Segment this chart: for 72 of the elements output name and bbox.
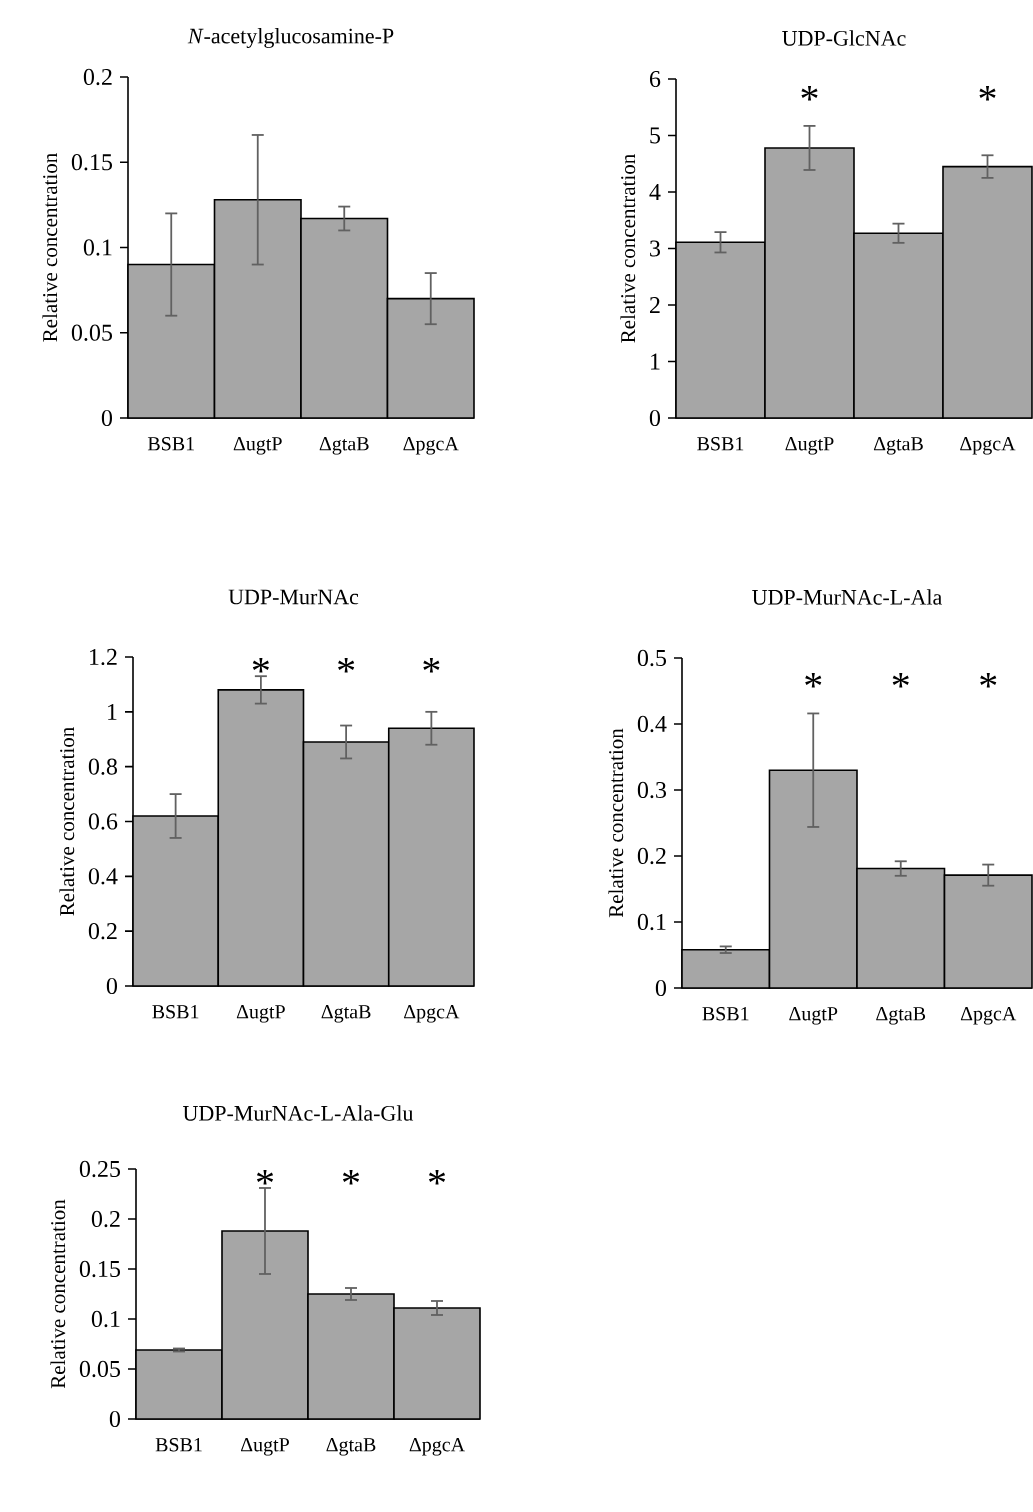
y-tick-label: 0.05 [79,1360,121,1378]
annotation: * [423,657,440,673]
x-tick-label: BSB1 [702,1007,749,1021]
annotation: * [252,657,269,673]
y-tick-label: 0 [109,1410,121,1428]
annotation: * [980,672,997,688]
annotation: * [338,657,355,673]
chart-title: UDP-GlcNAc [782,30,906,46]
x-tick-label: BSB1 [697,437,744,451]
y-tick-label: 5 [650,127,661,144]
y-tick-label: 0.6 [88,813,118,830]
y-tick-label: 0.15 [71,154,113,171]
x-tick-label: ΔugtP [789,1007,838,1025]
x-tick-label: ΔugtP [236,1005,285,1023]
x-tick-label: ΔugtP [233,437,282,455]
annotation: * [342,1169,360,1185]
y-tick-label: 1.2 [90,648,117,666]
y-tick-label: 0.8 [88,758,118,775]
y-axis-title: Relative concentration [59,727,75,916]
y-tick-label: 0.1 [91,1310,120,1328]
y-tick-label: 0 [106,977,117,995]
x-tick-label: ΔpgcA [960,1007,1017,1025]
x-tick-label: ΔgtaB [321,1005,371,1023]
x-tick-label: ΔpgcA [960,437,1016,455]
x-tick-label: ΔgtaB [319,437,369,455]
y-tick-label: 0 [101,409,113,427]
y-tick-label: 0 [649,409,661,427]
chart-title: UDP-MurNAc-L-Ala-Glu [183,1105,414,1121]
x-tick-label: BSB1 [152,1005,199,1019]
y-tick-label: 4 [649,184,661,200]
y-tick-label: 0 [655,979,666,997]
y-tick-label: 0.5 [637,649,666,667]
y-tick-label: 1 [108,703,117,720]
y-tick-label: 0.3 [637,781,666,799]
x-tick-label: ΔgtaB [873,437,923,455]
y-tick-label: 0.2 [88,923,117,940]
y-tick-label: 6 [649,70,661,88]
x-tick-label: ΔpgcA [403,437,459,455]
x-tick-label: ΔugtP [240,1438,289,1456]
y-tick-label: 0.2 [83,68,112,86]
x-tick-label: BSB1 [147,437,194,451]
chart-title: UDP-MurNAc [228,589,359,605]
chart-title: N-acetylglucosamine-P [187,28,394,48]
y-tick-label: 0.4 [637,715,667,733]
y-tick-label: 2 [650,297,660,313]
annotation: * [801,85,818,101]
y-tick-label: 0.25 [79,1160,121,1178]
annotation: * [256,1169,274,1185]
annotation: * [805,672,822,688]
x-tick-label: ΔgtaB [326,1438,376,1456]
y-tick-label: 1 [651,353,660,370]
y-tick-label: 0.2 [91,1210,120,1228]
y-axis-title: Relative concentration [42,153,58,342]
x-tick-label: ΔgtaB [876,1007,926,1025]
y-tick-label: 3 [650,240,661,257]
x-tick-label: ΔpgcA [404,1005,460,1023]
y-axis-title: Relative concentration [50,1199,66,1389]
chart-title: UDP-MurNAc-L-Ala [752,589,942,605]
y-tick-label: 0.05 [71,324,113,341]
y-tick-label: 0.1 [83,239,112,256]
y-tick-label: 0.2 [637,847,666,865]
y-axis-title: Relative concentration [620,154,636,343]
x-tick-label: BSB1 [155,1438,202,1452]
x-tick-label: ΔugtP [785,437,834,455]
annotation: * [892,672,909,688]
annotation: * [979,85,996,101]
y-tick-label: 0.15 [79,1260,121,1278]
y-tick-label: 0.1 [637,913,666,931]
y-axis-title: Relative concentration [608,728,624,918]
annotation: * [428,1169,446,1185]
x-tick-label: ΔpgcA [409,1438,465,1456]
y-tick-label: 0.4 [88,868,118,885]
